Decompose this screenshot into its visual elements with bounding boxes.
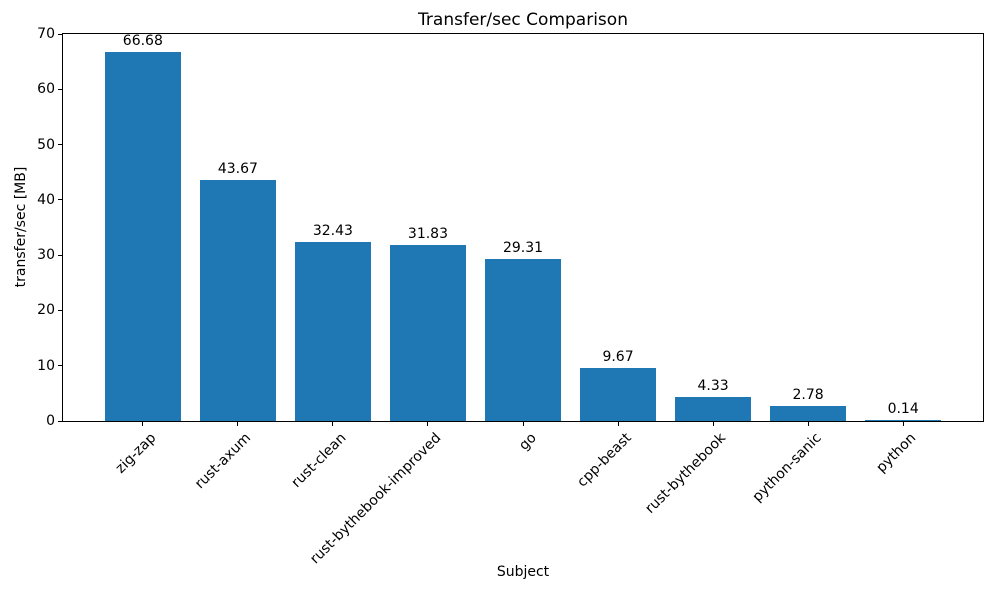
y-tick-label: 0 (46, 413, 55, 429)
y-tick-mark (58, 420, 62, 422)
y-tick-label: 10 (37, 357, 55, 374)
x-tick-label: zig-zap (112, 430, 160, 477)
y-tick-label: 60 (37, 81, 55, 98)
y-tick-mark (58, 33, 62, 35)
bar-go (484, 258, 561, 421)
y-tick-mark (58, 199, 62, 201)
bar-value-label: 66.68 (122, 33, 163, 50)
x-tick-mark (427, 422, 429, 426)
y-tick-mark (58, 254, 62, 256)
bar-rust-axum (199, 179, 276, 421)
x-tick-label: python (873, 430, 920, 476)
x-tick-mark (142, 422, 144, 426)
bar-value-label: 29.31 (502, 239, 544, 256)
x-tick-mark (902, 422, 904, 426)
bar-rust-bythebook (675, 397, 752, 421)
y-tick-label: 30 (37, 247, 55, 264)
x-tick-mark (712, 422, 714, 426)
y-tick-mark (58, 365, 62, 367)
y-tick-label: 70 (37, 26, 55, 42)
bar-cpp-beast (580, 367, 657, 421)
y-tick-mark (58, 88, 62, 90)
x-tick-mark (237, 422, 239, 426)
y-tick-label: 50 (37, 136, 55, 153)
x-axis-label: Subject (496, 564, 550, 580)
y-axis-label: transfer/sec [MB] (13, 166, 29, 288)
x-tick-mark (617, 422, 619, 426)
x-tick-mark (522, 422, 524, 426)
x-tick-label: rust-clean (288, 430, 350, 491)
x-tick-label: cpp-beast (573, 430, 635, 491)
y-tick-label: 40 (37, 191, 55, 208)
y-tick-mark (58, 309, 62, 311)
x-tick-mark (807, 422, 809, 426)
bar-value-label: 31.83 (407, 226, 448, 243)
bar-value-label: 4.33 (697, 378, 729, 395)
x-tick-label: rust-axum (192, 430, 255, 493)
bar-value-label: 2.78 (792, 386, 824, 403)
bar-value-label: 43.67 (217, 160, 258, 177)
bar-value-label: 9.67 (602, 348, 634, 365)
y-tick-mark (58, 144, 62, 146)
x-tick-label: go (515, 430, 540, 454)
bar-value-label: 0.14 (887, 401, 919, 417)
y-tick-label: 20 (37, 302, 55, 319)
bar-value-label: 32.43 (312, 222, 353, 239)
bar-rust-clean (294, 241, 371, 421)
bar-python-sanic (770, 405, 847, 421)
chart-title: Transfer/sec Comparison (418, 10, 628, 30)
x-tick-label: python-sanic (749, 430, 825, 506)
plot-area: 0 10 20 30 40 50 60 70 66.68 zig-zap 43.67 rust-axu… (37, 26, 984, 567)
bar-zig-zap (104, 52, 181, 421)
x-tick-label: rust-bythebook (642, 430, 730, 517)
bar-python (865, 420, 942, 421)
x-tick-mark (332, 422, 334, 426)
bar-rust-bythebook-improved (389, 245, 466, 421)
